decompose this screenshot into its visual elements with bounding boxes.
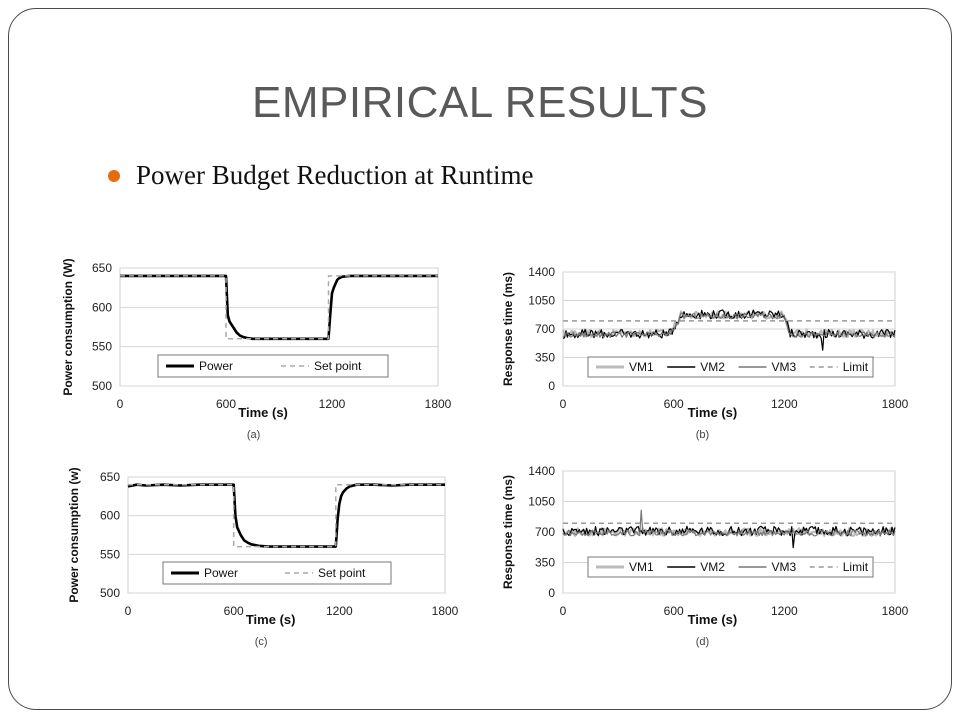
legend-label: VM2 [700,560,725,574]
y-tick-label: 1400 [528,265,555,279]
x-tick-label: 0 [117,397,124,411]
x-tick-label: 1200 [771,397,798,411]
x-tick-label: 1200 [326,604,353,618]
y-tick-label: 600 [92,300,112,314]
series-line-vm3 [562,509,896,537]
legend: VM1 VM2 VM3 Limit [587,356,874,378]
legend-label: Power [199,359,233,373]
x-tick-label: 1200 [319,397,346,411]
chart-c: 500 550 600 650 0 600 1200 1800 Time (s) Power co… [67,467,459,648]
x-tick-label: 0 [560,397,567,411]
legend-label: VM1 [629,360,654,374]
legend-label: VM2 [700,360,725,374]
y-axis-label: Power consumption (W) [61,258,75,395]
chart-b: 0 350 700 1050 1400 0 600 1200 1800 Time (s) Respo… [501,265,909,441]
chart-caption: (d) [696,636,709,648]
legend-label: VM1 [629,560,654,574]
chart-a: 500 550 600 650 0 600 1200 1800 Time (s) Power co… [61,258,452,441]
y-axis-label: Power consumption (w) [67,467,81,602]
x-tick-label: 1800 [882,397,909,411]
legend-box [587,556,874,578]
x-axis-label: Time (s) [688,405,738,420]
series-line-vm2 [562,525,896,549]
series-line-set-point [128,483,445,548]
x-tick-label: 0 [125,604,132,618]
bullet-item: Power Budget Reduction at Runtime [108,160,533,191]
y-tick-label: 700 [535,322,555,336]
bullet-dot-icon [108,169,120,182]
legend-label: Set point [314,359,362,373]
x-axis-label: Time (s) [246,612,296,627]
x-tick-label: 1800 [425,397,452,411]
legend-label: Set point [318,566,366,580]
y-tick-label: 0 [548,586,555,600]
x-tick-label: 600 [216,397,236,411]
y-tick-label: 700 [535,525,555,539]
y-tick-label: 350 [535,351,555,365]
y-tick-label: 500 [92,379,112,393]
legend-label: Limit [843,560,869,574]
y-axis-label: Response time (ms) [501,272,515,386]
y-tick-label: 650 [92,261,112,275]
x-tick-label: 600 [664,397,684,411]
chart-caption: (a) [247,429,260,441]
x-tick-label: 1800 [432,604,459,618]
x-axis-label: Time (s) [688,612,738,627]
y-tick-label: 550 [100,547,120,561]
x-tick-label: 1200 [771,604,798,618]
y-tick-label: 1050 [528,495,555,509]
legend: VM1 VM2 VM3 Limit [587,556,874,578]
y-tick-label: 550 [92,340,112,354]
legend-label: Power [204,566,238,580]
legend-box [587,356,874,378]
y-tick-label: 1050 [528,294,555,308]
series-line-power [120,274,438,341]
y-tick-label: 350 [535,556,555,570]
x-tick-label: 600 [224,604,244,618]
legend: Power Set point [162,561,392,585]
legend-label: Limit [843,360,869,374]
x-axis-label: Time (s) [238,405,288,420]
bullet-text: Power Budget Reduction at Runtime [136,160,534,190]
y-tick-label: 1400 [528,464,555,478]
legend-label: VM3 [772,560,797,574]
x-tick-label: 0 [560,604,567,618]
series-line-vm3 [562,312,896,338]
legend-box [162,561,392,585]
y-tick-label: 0 [548,379,555,393]
chart-caption: (c) [255,636,268,648]
chart-d: 0 350 700 1050 1400 0 600 1200 1800 Time (s) Respo… [501,464,909,648]
y-axis-label: Response time (ms) [501,475,515,589]
x-tick-label: 1800 [882,604,909,618]
x-tick-label: 600 [664,604,684,618]
legend-box [157,354,389,378]
y-tick-label: 600 [100,509,120,523]
y-tick-label: 500 [100,586,120,600]
y-tick-label: 650 [100,470,120,484]
legend: Power Set point [157,354,389,378]
series-line-set-point [120,275,438,340]
legend-label: VM3 [772,360,797,374]
slide-title: EMPIRICAL RESULTS [252,78,708,127]
chart-caption: (b) [696,429,709,441]
